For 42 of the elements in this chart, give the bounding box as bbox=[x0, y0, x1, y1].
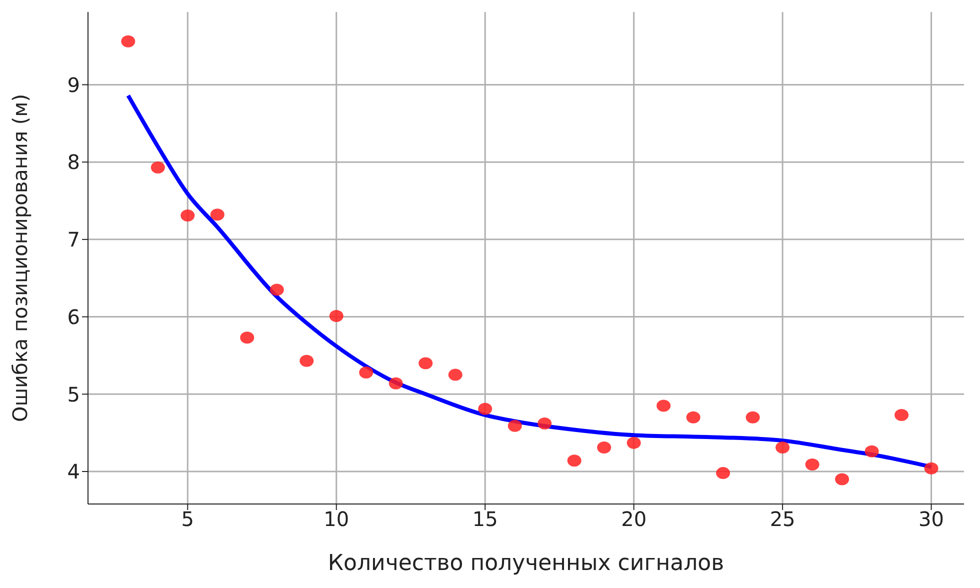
x-tick-label: 30 bbox=[918, 507, 944, 532]
point bbox=[388, 377, 403, 390]
y-tick-label: 6 bbox=[67, 304, 80, 329]
point bbox=[300, 354, 314, 367]
y-tick-label: 7 bbox=[67, 228, 80, 252]
x-tick-label: 15 bbox=[472, 507, 498, 532]
point bbox=[894, 409, 909, 422]
point bbox=[597, 442, 612, 454]
point bbox=[626, 436, 641, 449]
point bbox=[210, 208, 224, 221]
y-tick-label: 4 bbox=[67, 460, 80, 484]
point bbox=[418, 357, 433, 370]
point bbox=[359, 366, 374, 378]
y-axis-title: Ошибка позиционирования (м) bbox=[8, 94, 32, 422]
point bbox=[270, 284, 284, 296]
point bbox=[478, 402, 492, 415]
point bbox=[240, 332, 254, 344]
point bbox=[746, 411, 760, 424]
point bbox=[656, 400, 671, 412]
y-tick-label: 8 bbox=[67, 150, 80, 174]
point bbox=[448, 368, 462, 381]
point bbox=[150, 161, 165, 174]
point bbox=[121, 35, 136, 48]
y-tick-label: 5 bbox=[67, 382, 80, 406]
x-axis-title: Количество полученных сигналов bbox=[328, 551, 724, 576]
point bbox=[924, 462, 938, 474]
point bbox=[776, 442, 790, 454]
point bbox=[716, 467, 730, 480]
x-tick-label: 5 bbox=[181, 507, 194, 532]
point bbox=[508, 420, 522, 432]
point bbox=[538, 418, 552, 430]
x-tick-label: 20 bbox=[621, 507, 647, 532]
point bbox=[835, 473, 850, 486]
point bbox=[329, 310, 344, 322]
y-tick-label: 9 bbox=[67, 72, 80, 97]
point bbox=[805, 458, 820, 471]
point bbox=[567, 454, 582, 467]
point bbox=[864, 445, 879, 458]
x-tick-label: 10 bbox=[324, 507, 350, 532]
point bbox=[180, 209, 195, 222]
x-tick-label: 25 bbox=[770, 507, 796, 532]
point bbox=[686, 411, 700, 424]
